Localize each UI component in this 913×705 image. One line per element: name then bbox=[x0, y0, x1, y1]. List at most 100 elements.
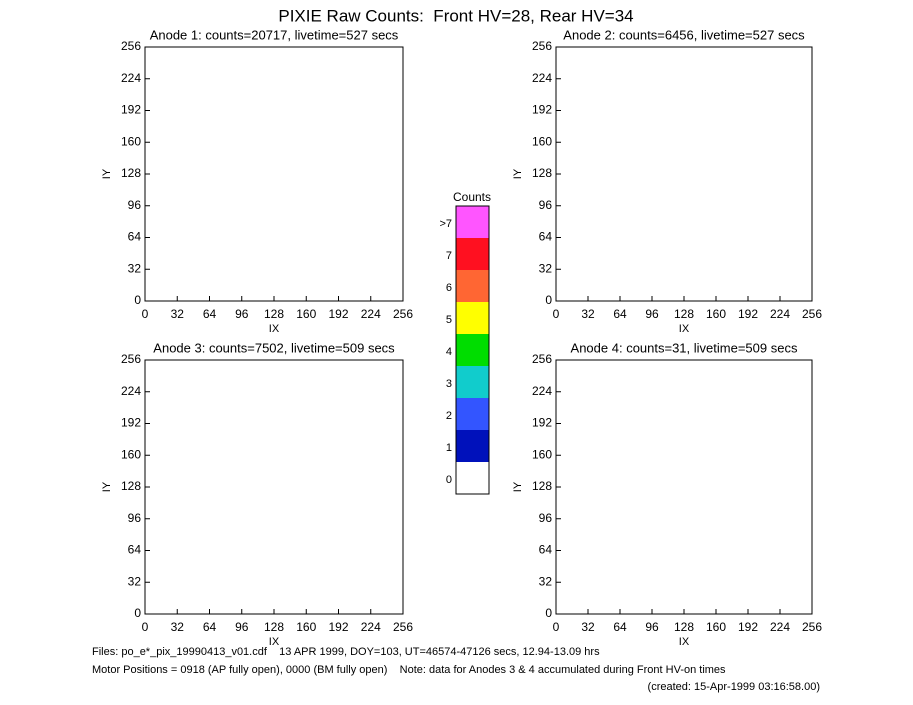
y-tick-label: 192 bbox=[121, 416, 141, 430]
panel-title: Anode 3: counts=7502, livetime=509 secs bbox=[153, 340, 395, 355]
y-tick-label: 224 bbox=[121, 384, 141, 398]
x-tick-label: 192 bbox=[738, 620, 758, 634]
y-tick-label: 32 bbox=[539, 574, 553, 588]
figure-title: PIXIE Raw Counts: Front HV=28, Rear HV=3… bbox=[278, 6, 633, 25]
x-tick-label: 32 bbox=[171, 620, 185, 634]
y-tick-label: 0 bbox=[545, 293, 552, 307]
x-tick-label: 160 bbox=[296, 307, 316, 321]
x-tick-label: 224 bbox=[361, 620, 381, 634]
colorbar-swatch bbox=[456, 270, 489, 302]
y-tick-label: 32 bbox=[539, 261, 553, 275]
y-axis-label: IY bbox=[101, 168, 113, 179]
x-tick-label: 224 bbox=[770, 620, 790, 634]
y-axis-label: IY bbox=[512, 481, 524, 492]
footer-motor: Motor Positions = 0918 (AP fully open), … bbox=[92, 664, 726, 676]
plot-frame bbox=[555, 46, 813, 302]
x-tick-label: 256 bbox=[802, 620, 822, 634]
x-tick-label: 0 bbox=[553, 307, 560, 321]
y-tick-label: 64 bbox=[128, 230, 142, 244]
y-tick-label: 192 bbox=[532, 103, 552, 117]
x-tick-label: 64 bbox=[613, 620, 627, 634]
x-tick-label: 96 bbox=[645, 307, 659, 321]
colorbar-label: 6 bbox=[446, 282, 452, 294]
x-tick-label: 160 bbox=[706, 620, 726, 634]
colorbar-title: Counts bbox=[453, 190, 491, 204]
colorbar-label: 7 bbox=[446, 250, 452, 262]
x-tick-label: 256 bbox=[393, 620, 413, 634]
x-axis-label: IX bbox=[269, 636, 280, 648]
colorbar-swatch bbox=[456, 398, 489, 430]
footer-files: Files: po_e*_pix_19990413_v01.cdf 13 APR… bbox=[92, 646, 600, 658]
x-tick-label: 128 bbox=[674, 307, 694, 321]
y-tick-label: 256 bbox=[532, 352, 552, 366]
x-tick-label: 96 bbox=[235, 620, 249, 634]
panel-title: Anode 2: counts=6456, livetime=527 secs bbox=[563, 27, 805, 42]
footer-created: (created: 15-Apr-1999 03:16:58.00) bbox=[648, 681, 820, 693]
plot-frame bbox=[144, 359, 404, 615]
colorbar-label: 0 bbox=[446, 474, 452, 486]
y-tick-label: 64 bbox=[128, 543, 142, 557]
x-tick-label: 160 bbox=[296, 620, 316, 634]
plot-frame bbox=[555, 359, 813, 615]
x-tick-label: 192 bbox=[328, 307, 348, 321]
y-tick-label: 0 bbox=[134, 606, 141, 620]
colorbar-swatch bbox=[456, 462, 489, 494]
x-tick-label: 128 bbox=[264, 620, 284, 634]
x-tick-label: 0 bbox=[142, 620, 149, 634]
x-tick-label: 128 bbox=[674, 620, 694, 634]
y-tick-label: 32 bbox=[128, 574, 142, 588]
y-tick-label: 64 bbox=[539, 230, 553, 244]
y-tick-label: 96 bbox=[539, 198, 553, 212]
y-tick-label: 64 bbox=[539, 543, 553, 557]
y-tick-label: 256 bbox=[121, 352, 141, 366]
y-tick-label: 96 bbox=[539, 511, 553, 525]
x-axis-label: IX bbox=[679, 636, 690, 648]
y-axis-label: IY bbox=[101, 481, 113, 492]
x-tick-label: 96 bbox=[645, 620, 659, 634]
colorbar-swatch bbox=[456, 302, 489, 334]
y-tick-label: 256 bbox=[532, 39, 552, 53]
x-tick-label: 192 bbox=[738, 307, 758, 321]
colorbar-swatch bbox=[456, 366, 489, 398]
colorbar-label: 2 bbox=[446, 410, 452, 422]
colorbar-label: >7 bbox=[439, 218, 452, 230]
y-tick-label: 160 bbox=[121, 447, 141, 461]
panel-title: Anode 1: counts=20717, livetime=527 secs bbox=[150, 27, 399, 42]
x-tick-label: 224 bbox=[361, 307, 381, 321]
y-tick-label: 256 bbox=[121, 39, 141, 53]
x-tick-label: 32 bbox=[581, 307, 595, 321]
colorbar-swatch bbox=[456, 430, 489, 462]
colorbar-frame bbox=[455, 205, 490, 495]
y-tick-label: 128 bbox=[532, 479, 552, 493]
x-tick-label: 0 bbox=[553, 620, 560, 634]
x-tick-label: 32 bbox=[581, 620, 595, 634]
y-tick-label: 128 bbox=[121, 479, 141, 493]
y-tick-label: 224 bbox=[532, 384, 552, 398]
y-tick-label: 128 bbox=[532, 166, 552, 180]
plot-frame bbox=[144, 46, 404, 302]
x-axis-label: IX bbox=[679, 323, 690, 335]
y-tick-label: 192 bbox=[121, 103, 141, 117]
x-tick-label: 256 bbox=[802, 307, 822, 321]
y-tick-label: 160 bbox=[532, 447, 552, 461]
y-tick-label: 0 bbox=[134, 293, 141, 307]
y-axis-label: IY bbox=[512, 168, 524, 179]
x-tick-label: 224 bbox=[770, 307, 790, 321]
colorbar-swatch bbox=[456, 334, 489, 366]
y-tick-label: 0 bbox=[545, 606, 552, 620]
panel-title: Anode 4: counts=31, livetime=509 secs bbox=[571, 340, 798, 355]
x-tick-label: 192 bbox=[328, 620, 348, 634]
x-tick-label: 64 bbox=[613, 307, 627, 321]
y-tick-label: 96 bbox=[128, 511, 142, 525]
x-tick-label: 64 bbox=[203, 620, 217, 634]
x-tick-label: 160 bbox=[706, 307, 726, 321]
x-axis-label: IX bbox=[269, 323, 280, 335]
y-tick-label: 160 bbox=[532, 134, 552, 148]
y-tick-label: 128 bbox=[121, 166, 141, 180]
y-tick-label: 32 bbox=[128, 261, 142, 275]
x-tick-label: 32 bbox=[171, 307, 185, 321]
colorbar-label: 1 bbox=[446, 442, 452, 454]
x-tick-label: 0 bbox=[142, 307, 149, 321]
x-tick-label: 128 bbox=[264, 307, 284, 321]
